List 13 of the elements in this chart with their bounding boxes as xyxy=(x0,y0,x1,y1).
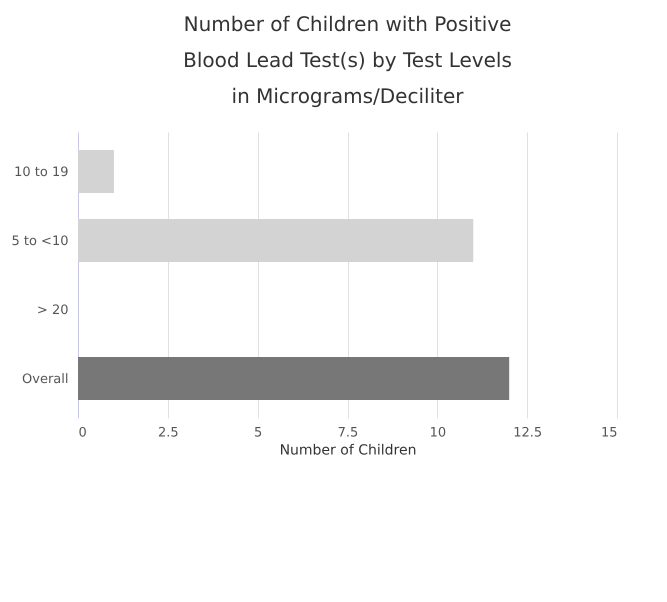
x-tick-label: 7.5 xyxy=(338,426,358,440)
x-tick-label: 15 xyxy=(600,426,618,440)
x-axis-title: Number of Children xyxy=(280,442,416,458)
x-tick-label: 2.5 xyxy=(158,426,179,440)
chart-title: Number of Children with Positive Blood Lead Test(s) by Test Levels in Micrograms/Deciliter xyxy=(183,12,512,108)
y-tick-label: Overall xyxy=(22,372,68,387)
y-tick-label: > 20 xyxy=(36,303,68,318)
y-tick-label: 10 to 19 xyxy=(14,165,68,180)
x-tick-label: 12.5 xyxy=(513,426,542,440)
x-tick-label: 10 xyxy=(430,426,446,440)
x-tick-label: 0 xyxy=(78,426,87,440)
x-tick-label: 5 xyxy=(254,426,262,440)
y-tick-label: 5 to <10 xyxy=(11,234,68,249)
